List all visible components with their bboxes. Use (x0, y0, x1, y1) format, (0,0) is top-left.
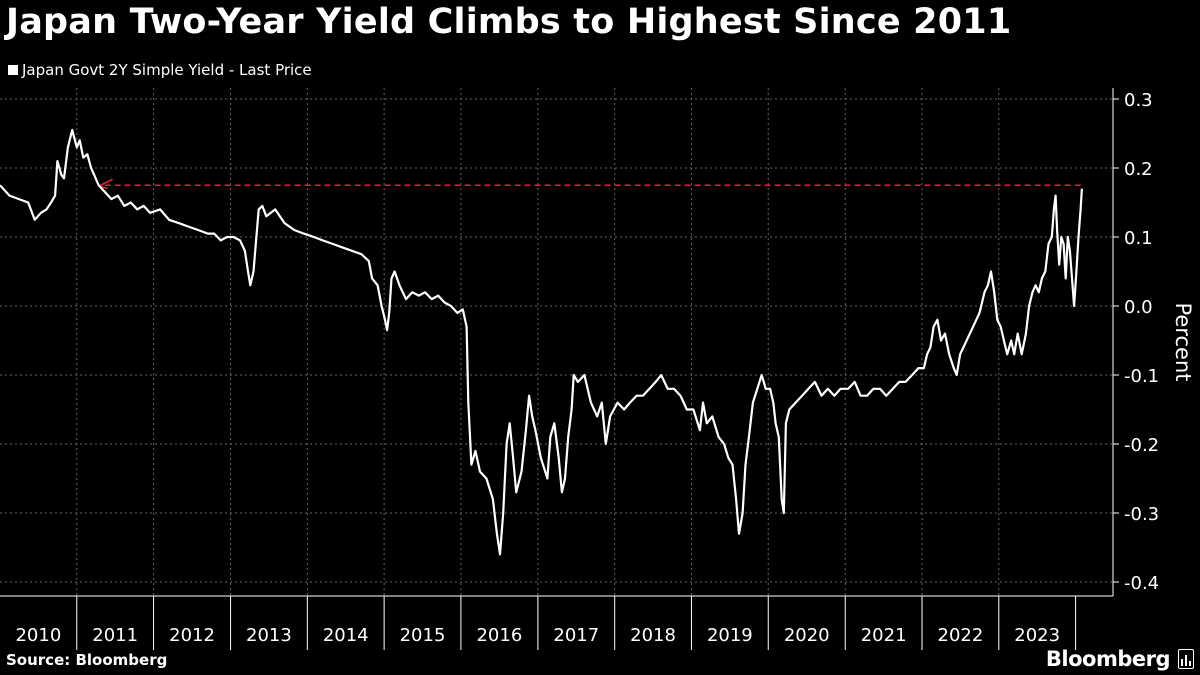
x-tick-label: 2022 (938, 625, 984, 646)
x-tick-label: 2010 (15, 625, 61, 646)
chart-title: Japan Two-Year Yield Climbs to Highest S… (6, 2, 1012, 42)
x-tick-label: 2013 (246, 625, 292, 646)
y-tick-label: -0.3 (1124, 504, 1159, 525)
y-tick-label: 0.0 (1124, 297, 1153, 318)
source-note: Source: Bloomberg (6, 651, 168, 669)
x-tick-label: 2016 (476, 625, 522, 646)
y-tick-label: 0.2 (1124, 159, 1153, 180)
series-line (0, 128, 1083, 556)
brand-logo-text: Bloomberg (1045, 647, 1171, 671)
x-tick-label: 2018 (630, 625, 676, 646)
y-tick-label: -0.4 (1124, 573, 1159, 594)
y-tick-label: -0.2 (1124, 435, 1159, 456)
y-tick-label: -0.1 (1124, 366, 1159, 387)
x-tick-label: 2012 (169, 625, 215, 646)
bar-chart-icon (1178, 649, 1194, 669)
legend-label: Japan Govt 2Y Simple Yield - Last Price (22, 61, 312, 79)
x-axis: 2010 2011 2012 2013 2014 2015 2016 2017 2018 2019… (0, 595, 1113, 650)
x-tick-label: 2014 (323, 625, 369, 646)
x-tick-label: 2020 (784, 625, 830, 646)
y-tick-label: 0.3 (1124, 90, 1153, 111)
x-tick-label: 2021 (861, 625, 907, 646)
y-tick-label: 0.1 (1124, 228, 1153, 249)
x-tick-label: 2017 (553, 625, 599, 646)
plot-area (0, 128, 1083, 556)
y-axis: 0.3 0.2 0.1 0.0 -0.1 -0.2 -0.3 -0.4 (1112, 88, 1159, 596)
chart-legend: Japan Govt 2Y Simple Yield - Last Price (8, 61, 312, 79)
y-axis-label: Percent (1171, 302, 1195, 381)
x-tick-label: 2019 (707, 625, 753, 646)
x-tick-label: 2015 (400, 625, 446, 646)
x-tick-label: 2023 (1014, 625, 1060, 646)
x-tick-label: 2011 (92, 625, 138, 646)
legend-swatch (8, 65, 18, 75)
